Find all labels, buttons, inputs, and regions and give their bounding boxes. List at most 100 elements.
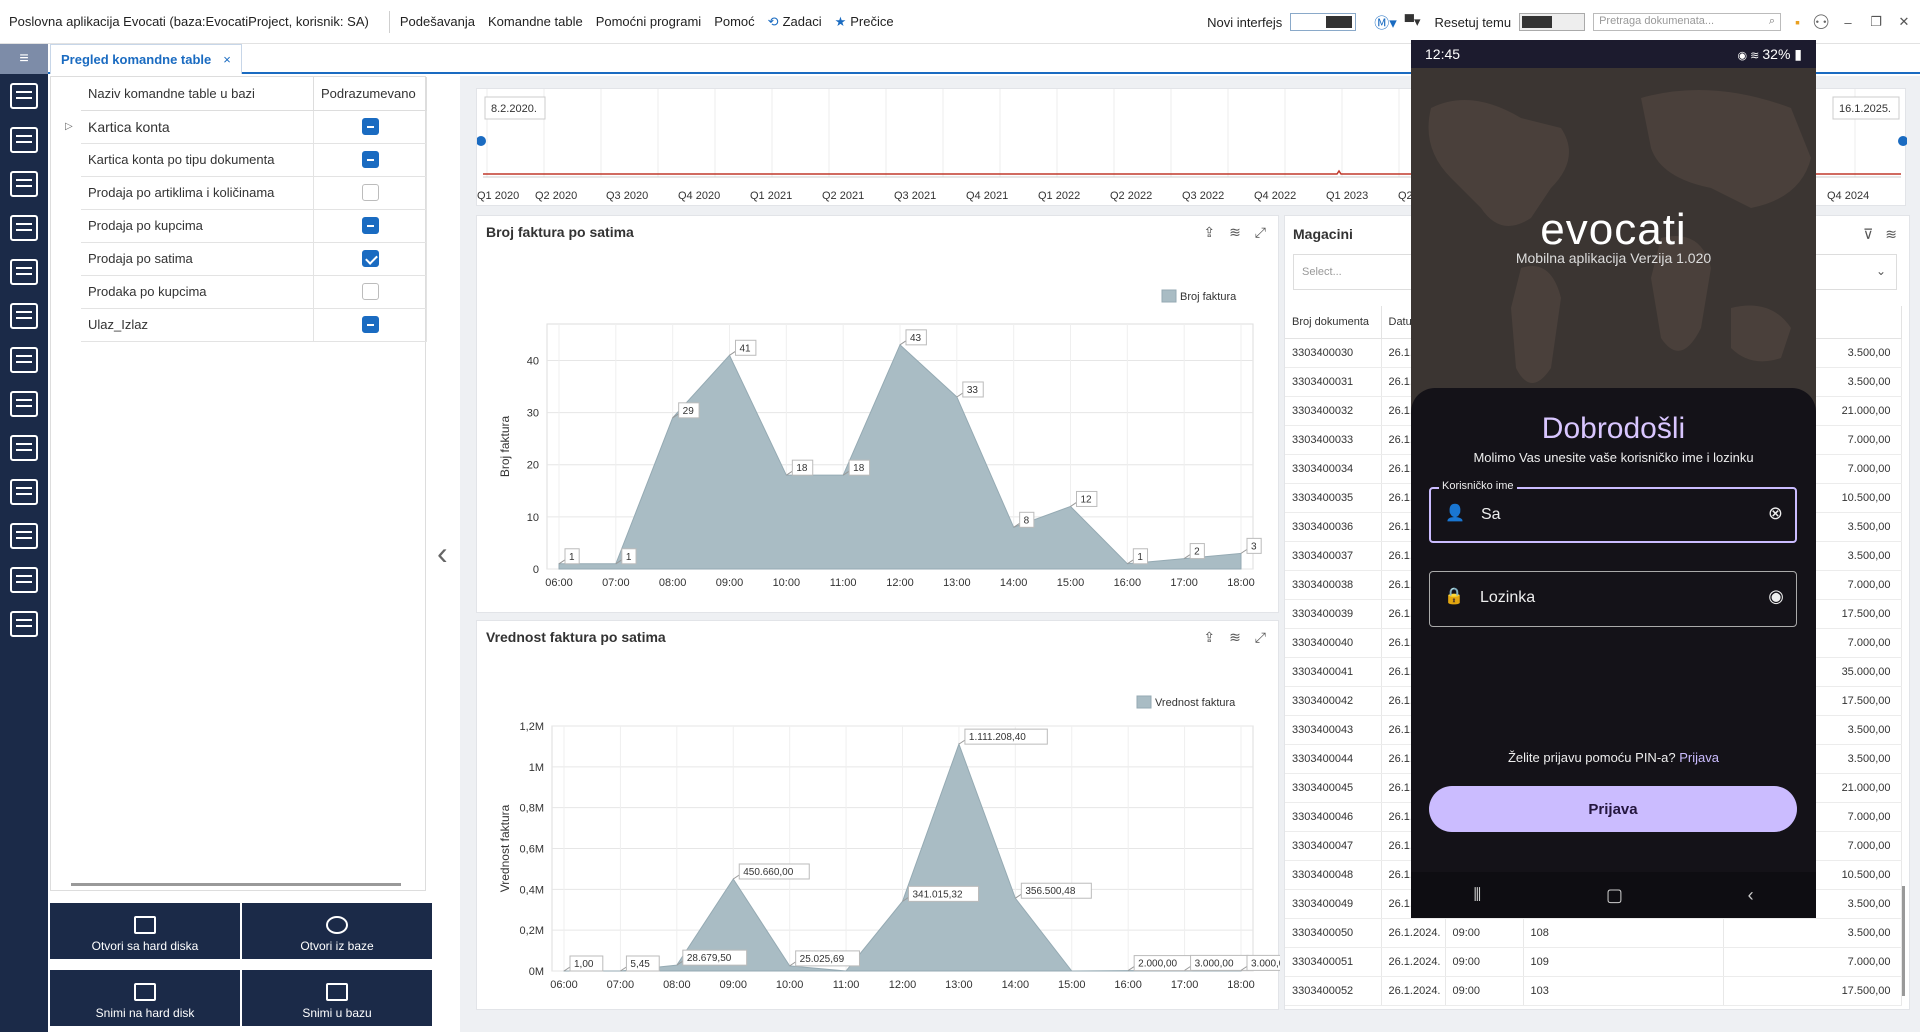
open-from-db-button[interactable]: Otvori iz baze xyxy=(242,903,432,959)
y-tick-label: 0,4M xyxy=(520,884,544,896)
legend-swatch xyxy=(1161,289,1177,303)
reset-theme-toggle[interactable] xyxy=(1519,13,1586,31)
default-checkbox[interactable] xyxy=(361,283,379,301)
username-field[interactable]: Korisničko ime 👤 Sa ⊗ xyxy=(1429,480,1797,543)
collapse-left-icon[interactable]: ‹ xyxy=(437,535,448,571)
horizontal-scrollbar[interactable] xyxy=(71,883,401,886)
save-to-db-button[interactable]: Snimi u bazu xyxy=(242,970,432,1026)
menu-tasks-label: Zadaci xyxy=(782,14,822,29)
column-header-name[interactable]: Naziv komandne table u bazi xyxy=(81,77,314,111)
column-header-default[interactable]: Podrazumevano xyxy=(313,77,427,111)
minimize-icon[interactable]: – xyxy=(1844,14,1852,30)
sidebar-robot-icon[interactable] xyxy=(0,250,48,294)
default-checkbox[interactable] xyxy=(361,250,379,268)
chevron-down-icon: ⌄ xyxy=(1875,264,1886,278)
menu-dashboards[interactable]: Komandne table xyxy=(488,14,583,29)
filter-icon[interactable]: ≋ xyxy=(1885,226,1897,242)
clear-filter-icon[interactable]: ⊽ xyxy=(1863,226,1874,242)
sidebar-truck-icon[interactable] xyxy=(0,294,48,338)
phone-status-bar: 12:45 ◉ ≋ 32% ▮ xyxy=(1411,40,1816,68)
menu-settings[interactable]: Podešavanja xyxy=(399,14,475,29)
login-button[interactable]: Prijava xyxy=(1429,786,1797,832)
fullscreen-icon[interactable]: ⤢ xyxy=(1254,224,1266,240)
home-icon[interactable]: ▢ xyxy=(1605,884,1623,905)
recent-apps-icon[interactable]: ⦀ xyxy=(1473,884,1482,905)
wifi-icon: ◉ ≋ xyxy=(1737,49,1763,62)
list-item[interactable]: Prodaka po kupcima xyxy=(81,275,427,309)
legend-label: Vrednost faktura xyxy=(1155,697,1236,709)
table-cell: 09:00 xyxy=(1445,947,1524,977)
list-item[interactable]: Prodaja po satima xyxy=(81,242,427,276)
table-cell: 3303400052 xyxy=(1285,976,1382,1006)
database-icon xyxy=(326,916,348,934)
sidebar-network-icon[interactable] xyxy=(0,382,48,426)
default-checkbox[interactable] xyxy=(361,184,379,202)
default-checkbox[interactable] xyxy=(361,316,379,334)
sidebar-register-icon[interactable] xyxy=(0,162,48,206)
default-checkbox[interactable] xyxy=(361,118,379,136)
clear-icon[interactable]: ⊗ xyxy=(1767,503,1783,523)
default-checkbox[interactable] xyxy=(361,151,379,169)
tab-close-icon[interactable]: × xyxy=(223,52,231,67)
chart-invoice-value: 0M 0,2M 0,4M 0,6M 0,8M 1M 1,2M 06:00 07:00 08:00 0… xyxy=(498,695,1280,991)
list-item[interactable]: Kartica konta po tipu dokumenta xyxy=(81,143,427,177)
data-label: 18 xyxy=(796,463,808,474)
data-label: 41 xyxy=(740,343,752,354)
back-icon[interactable]: ‹ xyxy=(1747,884,1754,905)
table-cell: 3303400051 xyxy=(1285,947,1382,977)
new-interface-toggle[interactable] xyxy=(1290,13,1357,31)
expand-arrow-icon[interactable]: ▷ xyxy=(65,121,73,132)
table-cell: 108 xyxy=(1523,918,1724,948)
tab-dashboard-overview[interactable]: Pregled komandne table × xyxy=(50,44,242,74)
data-label-box xyxy=(1019,511,1035,528)
sidebar-calculator-icon[interactable] xyxy=(0,206,48,250)
layout-icon[interactable]: ▀▾ xyxy=(1404,14,1421,29)
sidebar-cart-icon[interactable] xyxy=(0,118,48,162)
save-to-disk-button[interactable]: Snimi na hard disk xyxy=(50,970,240,1026)
sidebar-layers-icon[interactable] xyxy=(0,338,48,382)
list-item[interactable]: Kartica konta xyxy=(81,110,427,144)
username-value: Sa xyxy=(1481,506,1501,523)
fullscreen-icon[interactable]: ⤢ xyxy=(1254,629,1266,645)
table-row[interactable]: 3303400050 26.1.2024. 09:00 108 3.500,00 xyxy=(1285,918,1902,948)
sidebar-book-icon[interactable] xyxy=(0,602,48,646)
sidebar-contacts-icon[interactable] xyxy=(0,470,48,514)
list-item[interactable]: Ulaz_Izlaz xyxy=(81,308,427,342)
sidebar-box-icon[interactable] xyxy=(0,514,48,558)
list-item[interactable]: Prodaja po kupcima xyxy=(81,209,427,243)
export-icon[interactable]: ⇪ xyxy=(1203,224,1216,240)
filter-icon[interactable]: ≋ xyxy=(1229,224,1241,240)
data-label-box xyxy=(1020,882,1092,899)
open-from-disk-button[interactable]: Otvori sa hard diska xyxy=(50,903,240,959)
menu-help[interactable]: Pomoć xyxy=(714,14,755,29)
list-item[interactable]: Prodaja po artiklima i količinama xyxy=(81,176,427,210)
close-icon[interactable]: ✕ xyxy=(1898,14,1910,29)
sidebar-settings-icon[interactable] xyxy=(0,558,48,602)
filter-icon[interactable]: ≋ xyxy=(1229,629,1241,645)
eye-icon[interactable]: ◉ xyxy=(1768,586,1784,606)
table-row[interactable]: 3303400052 26.1.2024. 09:00 103 17.500,00 xyxy=(1285,976,1902,1006)
x-tick-label: 15:00 xyxy=(1058,979,1086,991)
restore-icon[interactable]: ❐ xyxy=(1870,14,1882,29)
sidebar-documents-icon[interactable] xyxy=(0,74,48,118)
sidebar-folder-icon[interactable] xyxy=(0,426,48,470)
menu-tools[interactable]: Pomoćni programi xyxy=(595,14,702,29)
menu-tasks[interactable]: ⟲ Zadaci xyxy=(768,14,822,30)
default-checkbox[interactable] xyxy=(361,217,379,235)
user-icon[interactable]: ⚇ xyxy=(1812,11,1830,34)
chat-icon[interactable]: ▪ xyxy=(1795,14,1801,30)
document-search-input[interactable]: Pretraga dokumenata... ⌕ xyxy=(1593,13,1782,31)
theme-icon[interactable]: Ⓜ▾ xyxy=(1374,14,1397,32)
vertical-scrollbar[interactable] xyxy=(1902,886,1905,996)
hamburger-icon[interactable]: ≡ xyxy=(0,44,48,74)
grid-column-header[interactable]: Broj dokumenta xyxy=(1285,306,1382,339)
x-tick-label: 12:00 xyxy=(889,979,917,991)
table-row[interactable]: 3303400051 26.1.2024. 09:00 109 7.000,00 xyxy=(1285,947,1902,977)
menu-shortcuts[interactable]: ★ Prečice xyxy=(835,14,894,30)
battery-icon: ▮ xyxy=(1790,45,1802,62)
export-icon[interactable]: ⇪ xyxy=(1203,629,1216,645)
pin-login-link[interactable]: Prijava xyxy=(1679,750,1719,765)
x-tick-label: 10:00 xyxy=(776,979,804,991)
x-tick-label: 12:00 xyxy=(886,577,914,589)
password-field[interactable]: 🔒 Lozinka ◉ xyxy=(1429,571,1797,627)
